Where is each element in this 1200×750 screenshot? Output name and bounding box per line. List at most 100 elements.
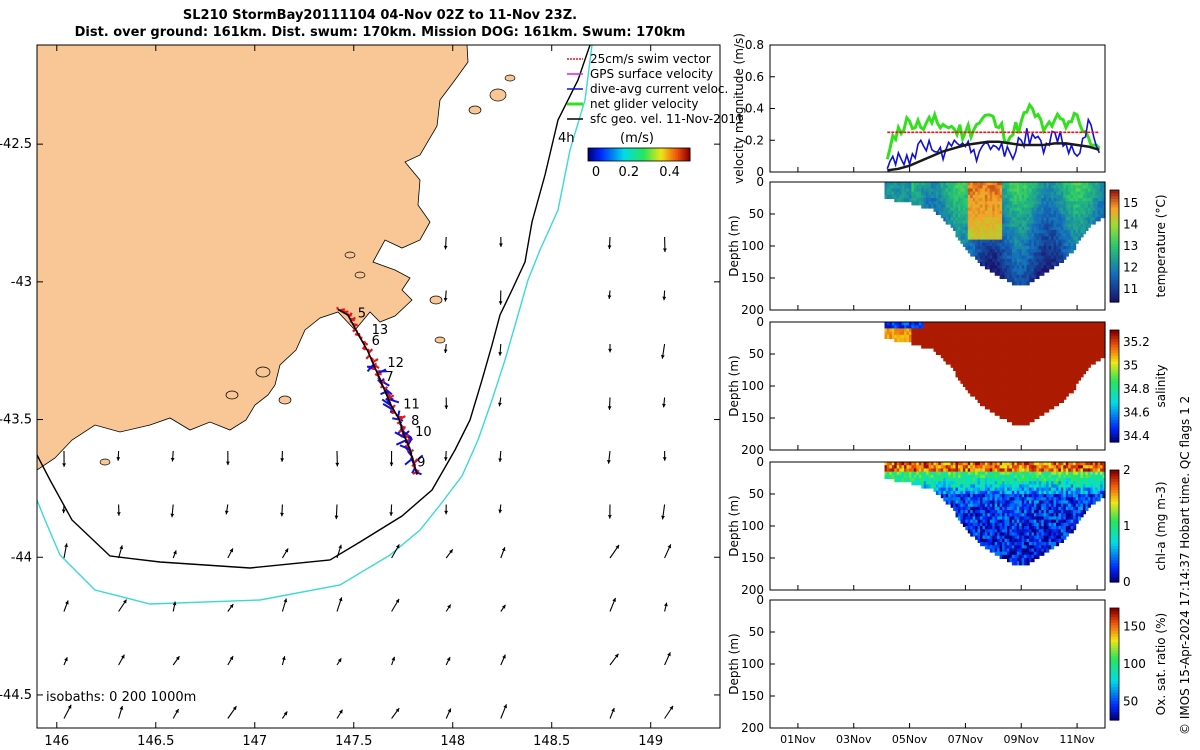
section-cell bbox=[1038, 262, 1042, 267]
section-cell bbox=[1058, 191, 1062, 196]
y-tick-label: -42.5 bbox=[0, 137, 32, 152]
sfc-velocity-arrow bbox=[336, 709, 343, 719]
section-cell bbox=[1097, 328, 1101, 333]
section-cell bbox=[1053, 210, 1057, 215]
section-cell bbox=[999, 354, 1003, 359]
section-cell bbox=[958, 236, 962, 241]
y-tick-label: 0 bbox=[756, 175, 764, 189]
section-cell bbox=[1085, 344, 1089, 349]
section-cell bbox=[987, 246, 991, 251]
colorbar-cell bbox=[688, 148, 691, 161]
section-cell bbox=[1007, 246, 1011, 251]
section-cell bbox=[1082, 354, 1086, 359]
section-cell bbox=[999, 341, 1003, 346]
section-cell bbox=[1033, 328, 1037, 333]
section-cell bbox=[1053, 262, 1057, 267]
section-cell bbox=[926, 331, 930, 336]
section-cell bbox=[904, 471, 908, 476]
section-cell bbox=[953, 331, 957, 336]
section-cell bbox=[1002, 217, 1006, 222]
section-cell bbox=[1063, 344, 1067, 349]
section-cell bbox=[1031, 188, 1035, 193]
section-cell bbox=[1073, 201, 1077, 206]
section-cell bbox=[984, 395, 988, 400]
section-cell bbox=[1026, 344, 1030, 349]
colorbar-cell bbox=[594, 148, 597, 161]
section-cell bbox=[935, 462, 939, 467]
section-cell bbox=[945, 188, 949, 193]
section-cell bbox=[913, 468, 917, 473]
section-cell bbox=[926, 478, 930, 483]
section-cell bbox=[1007, 249, 1011, 254]
section-cell bbox=[965, 246, 969, 251]
section-cell bbox=[994, 513, 998, 518]
section-cell bbox=[1007, 258, 1011, 263]
section-cell bbox=[997, 510, 1001, 515]
section-cell bbox=[1075, 210, 1079, 215]
section-cell bbox=[1065, 350, 1069, 355]
section-cell bbox=[1014, 373, 1018, 378]
section-cell bbox=[982, 392, 986, 397]
section-cell bbox=[958, 360, 962, 365]
section-cell bbox=[1024, 255, 1028, 260]
section-cell bbox=[1029, 217, 1033, 222]
section-cell bbox=[1041, 217, 1045, 222]
section-cell bbox=[977, 513, 981, 518]
section-cell bbox=[913, 471, 917, 476]
section-cell bbox=[1056, 389, 1060, 394]
section-cell bbox=[909, 331, 913, 336]
section-cell bbox=[950, 478, 954, 483]
section-cell bbox=[982, 214, 986, 219]
section-cell bbox=[1060, 360, 1064, 365]
section-cell bbox=[940, 204, 944, 209]
section-cell bbox=[1031, 191, 1035, 196]
section-cell bbox=[1033, 252, 1037, 257]
section-cell bbox=[992, 207, 996, 212]
section-cell bbox=[997, 236, 1001, 241]
section-cell bbox=[948, 188, 952, 193]
section-cell bbox=[1041, 325, 1045, 330]
section-cell bbox=[984, 465, 988, 470]
section-cell bbox=[1053, 398, 1057, 403]
section-cell bbox=[904, 182, 908, 187]
section-cell bbox=[1048, 246, 1052, 251]
section-cell bbox=[1009, 382, 1013, 387]
section-cell bbox=[1063, 223, 1067, 228]
section-cell bbox=[1011, 246, 1015, 251]
section-cell bbox=[1043, 405, 1047, 410]
section-cell bbox=[1014, 402, 1018, 407]
section-cell bbox=[1080, 223, 1084, 228]
section-cell bbox=[984, 516, 988, 521]
section-cell bbox=[980, 223, 984, 228]
section-cell bbox=[1102, 201, 1106, 206]
section-cell bbox=[1068, 226, 1072, 231]
section-cell bbox=[918, 471, 922, 476]
section-cell bbox=[1024, 278, 1028, 283]
section-cell bbox=[945, 328, 949, 333]
section-cell bbox=[982, 344, 986, 349]
section-cell bbox=[1009, 370, 1013, 375]
colorbar-cell bbox=[659, 148, 662, 161]
arrow-head bbox=[501, 547, 506, 552]
section-cell bbox=[1033, 363, 1037, 368]
section-cell bbox=[1060, 204, 1064, 209]
section-cell bbox=[1033, 188, 1037, 193]
section-cell bbox=[997, 474, 1001, 479]
colorbar-cell bbox=[622, 148, 625, 161]
section-cell bbox=[1036, 182, 1040, 187]
section-cell bbox=[982, 185, 986, 190]
section-cell bbox=[928, 474, 932, 479]
section-cell bbox=[994, 239, 998, 244]
section-cell bbox=[913, 201, 917, 206]
section-cell bbox=[1087, 341, 1091, 346]
arrow-head bbox=[281, 656, 286, 661]
section-cell bbox=[1002, 255, 1006, 260]
section-cell bbox=[997, 392, 1001, 397]
section-cell bbox=[1002, 182, 1006, 187]
section-cell bbox=[980, 513, 984, 518]
section-cell bbox=[923, 338, 927, 343]
colorbar-cell bbox=[639, 148, 642, 161]
section-cell bbox=[955, 490, 959, 495]
section-cell bbox=[992, 395, 996, 400]
section-cell bbox=[1024, 252, 1028, 257]
